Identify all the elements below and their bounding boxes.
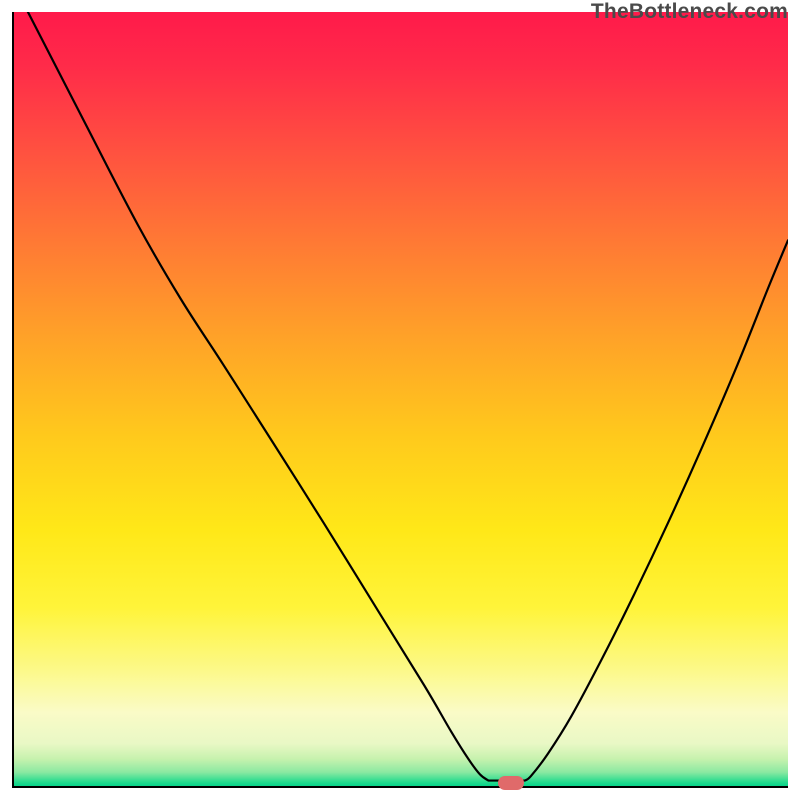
plot-area: TheBottleneck.com (12, 12, 788, 788)
bottleneck-chart: TheBottleneck.com (0, 0, 800, 800)
bottleneck-curve (14, 12, 788, 786)
optimal-marker (498, 776, 524, 790)
watermark-label: TheBottleneck.com (591, 0, 788, 24)
